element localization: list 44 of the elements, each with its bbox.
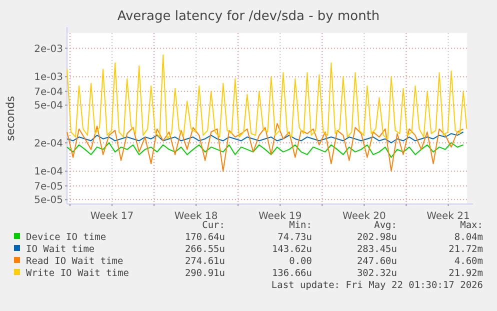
text: Last update: Fri May 22 01:30:17 2026 [271,280,484,291]
text: Max: [460,220,483,231]
text: 21.92m [448,268,484,279]
text: 170.64u [184,232,225,243]
x-tick-label: Week 18 [174,211,218,222]
y-tick-label: 7e-05 [34,181,63,192]
text: 274.61u [184,256,225,267]
text: 0.00 [289,256,312,267]
x-tick-label: Week 19 [258,211,302,222]
x-tick-label: Week 20 [342,211,386,222]
legend-label: Write IO Wait time [26,268,130,279]
y-tick-label: 5e-04 [34,100,63,112]
text: 247.60u [356,256,397,267]
line-series [66,142,464,158]
x-tick-label: Week 17 [90,211,134,222]
text: 4.60m [454,256,484,267]
text: 266.55u [184,244,225,255]
y-tick-label: 5e-05 [34,195,63,206]
text: 21.72m [448,244,484,255]
text: 8.04m [454,232,484,243]
y-tick-label: 7e-04 [34,86,63,98]
y-tick-label: 1e-03 [34,72,63,84]
y-tick-label: 2e-03 [34,44,63,55]
text: 136.66u [272,268,312,279]
text: 202.98u [356,232,397,243]
y-tick-label: 2e-04 [34,138,63,150]
text: Cur: [202,220,225,231]
y-tick-label: 1e-04 [34,166,63,178]
text: 143.62u [272,244,312,255]
text: 283.45u [356,244,397,255]
legend-label: IO Wait time [26,244,95,255]
line-series [66,132,464,144]
text: 302.32u [356,268,397,279]
legend-label: Read IO Wait time [26,256,124,267]
text: 74.73u [278,232,312,243]
x-tick-label: Week 21 [426,211,470,222]
line-series [66,54,468,140]
y-axis-title: seconds [4,96,17,141]
chart-title: Average latency for /dev/sda - by month [117,9,380,24]
text: Avg: [374,220,397,231]
legend-label: Device IO time [26,232,106,243]
text: Min: [289,220,312,231]
line-series [66,122,464,172]
text: 290.91u [184,268,225,279]
